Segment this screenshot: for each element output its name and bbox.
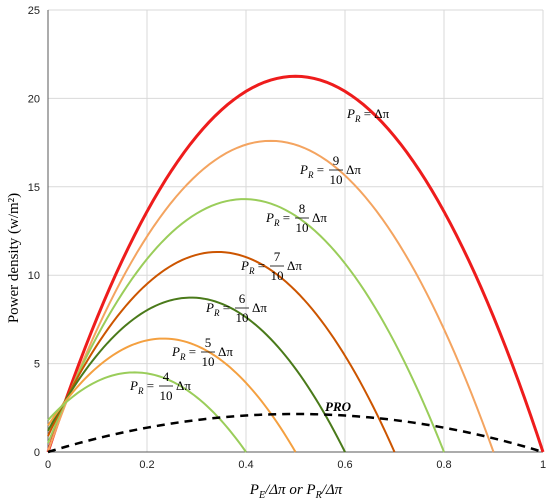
y-axis-title: Power density (w/m²) <box>6 193 22 323</box>
curve-label-text: PR = <box>129 378 154 396</box>
x-tick-label: 0.2 <box>139 459 154 471</box>
fraction-denominator: 10 <box>202 354 215 369</box>
fraction-numerator: 7 <box>274 249 281 264</box>
fraction-numerator: 9 <box>333 153 340 168</box>
fraction-denominator: 10 <box>296 220 309 235</box>
gridlines <box>48 9 544 452</box>
x-tick-label: 0.6 <box>337 459 352 471</box>
fraction-tail: Δπ <box>252 300 267 315</box>
curve-label-pr-full: PR = Δπ <box>346 106 390 124</box>
curve-label-text: PR = <box>205 300 230 318</box>
x-tick-label: 0.8 <box>436 459 451 471</box>
series-pro-line <box>47 412 544 454</box>
fraction-tail: Δπ <box>287 258 302 273</box>
fraction-numerator: 8 <box>299 201 306 216</box>
y-tick-label: 25 <box>28 5 40 17</box>
fraction-numerator: 5 <box>205 335 212 350</box>
fraction-denominator: 10 <box>236 310 249 325</box>
curve-label-text: PR = <box>240 258 265 276</box>
series-line <box>46 74 545 453</box>
fraction-denominator: 10 <box>330 172 343 187</box>
fraction-tail: Δπ <box>312 210 327 225</box>
curve-label-text: PR = <box>299 162 324 180</box>
x-tick-label: 1 <box>540 459 546 471</box>
x-axis-title: PE/Δπ or PR/Δπ <box>249 482 343 501</box>
series-line <box>47 198 445 453</box>
series-line <box>47 250 396 453</box>
series-line <box>47 296 346 453</box>
curve-label-pro: PRO <box>325 399 352 414</box>
x-tick-label: 0 <box>45 459 51 471</box>
curve-label-text: PR = <box>265 210 290 228</box>
y-tick-label: 10 <box>28 270 40 282</box>
x-axis-title-text: PE/Δπ or PR/Δπ <box>249 482 343 501</box>
fraction-tail: Δπ <box>218 344 233 359</box>
y-tick-label: 0 <box>34 447 40 459</box>
fraction-numerator: 6 <box>239 291 246 306</box>
curve-label-text: PR = <box>171 344 196 362</box>
curves <box>46 74 545 454</box>
y-tick-label: 20 <box>28 93 40 105</box>
y-tick-label: 5 <box>34 359 40 371</box>
x-tick-label: 0.4 <box>238 459 253 471</box>
fraction-tail: Δπ <box>176 378 191 393</box>
fraction-tail: Δπ <box>346 162 361 177</box>
fraction-denominator: 10 <box>271 268 284 283</box>
fraction-numerator: 4 <box>163 369 170 384</box>
series-line <box>47 337 297 453</box>
series-line <box>47 139 495 453</box>
series-line <box>47 371 247 453</box>
curve-label-text: PR = Δπ <box>346 106 390 124</box>
y-tick-label: 15 <box>28 182 40 194</box>
fraction-denominator: 10 <box>160 388 173 403</box>
